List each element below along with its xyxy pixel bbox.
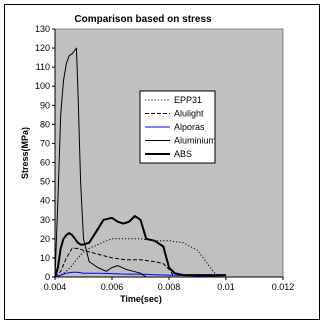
legend-label-0: EPP31 <box>174 95 202 105</box>
tick-labels: 0 10 20 30 40 50 60 70 80 90 100 110 120 130 0.004 0.00… <box>35 24 294 292</box>
x-axis-label: Time(sec) <box>120 294 162 304</box>
y-tick-label-3: 30 <box>40 215 50 225</box>
y-tick-label-5: 50 <box>40 177 50 187</box>
x-tick-label-4: 0.012 <box>272 282 295 292</box>
y-tick-label-2: 20 <box>40 234 50 244</box>
legend-label-3: Aluminium <box>174 136 216 146</box>
y-tick-label-0: 0 <box>45 272 50 282</box>
legend-label-2: Alporas <box>174 122 205 132</box>
y-tick-label-1: 10 <box>40 253 50 263</box>
y-axis-label: Stress(MPa) <box>20 127 30 179</box>
y-tick-label-9: 90 <box>40 100 50 110</box>
series-line-3 <box>54 47 147 278</box>
x-tick-label-1: 0.006 <box>101 282 124 292</box>
chart-title: Comparison based on stress <box>74 14 212 25</box>
series-line-0 <box>54 238 221 278</box>
y-tick-label-12: 120 <box>35 43 50 53</box>
legend: EPP31 Alulight Alporas Aluminium ABS <box>139 90 216 164</box>
y-tick-label-11: 110 <box>36 62 50 72</box>
y-tick-label-4: 40 <box>40 196 50 206</box>
y-tick-label-8: 80 <box>40 119 50 129</box>
axes-layer <box>52 28 284 280</box>
legend-label-4: ABS <box>174 149 192 159</box>
x-tick-label-3: 0.01 <box>217 282 235 292</box>
series-line-4 <box>54 215 226 278</box>
series-layer <box>54 47 227 278</box>
series-line-1 <box>54 247 176 278</box>
y-tick-label-6: 60 <box>40 158 50 168</box>
y-tick-label-13: 130 <box>35 24 50 34</box>
legend-label-1: Alulight <box>174 109 204 119</box>
x-tick-label-2: 0.008 <box>158 282 181 292</box>
y-tick-label-10: 100 <box>35 81 50 91</box>
x-tick-label-0: 0.004 <box>44 282 67 292</box>
y-tick-label-7: 70 <box>40 138 50 148</box>
